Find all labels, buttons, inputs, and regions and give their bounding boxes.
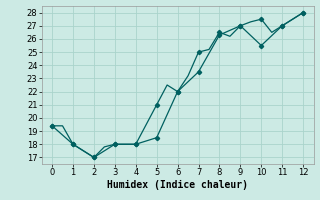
X-axis label: Humidex (Indice chaleur): Humidex (Indice chaleur) — [107, 180, 248, 190]
